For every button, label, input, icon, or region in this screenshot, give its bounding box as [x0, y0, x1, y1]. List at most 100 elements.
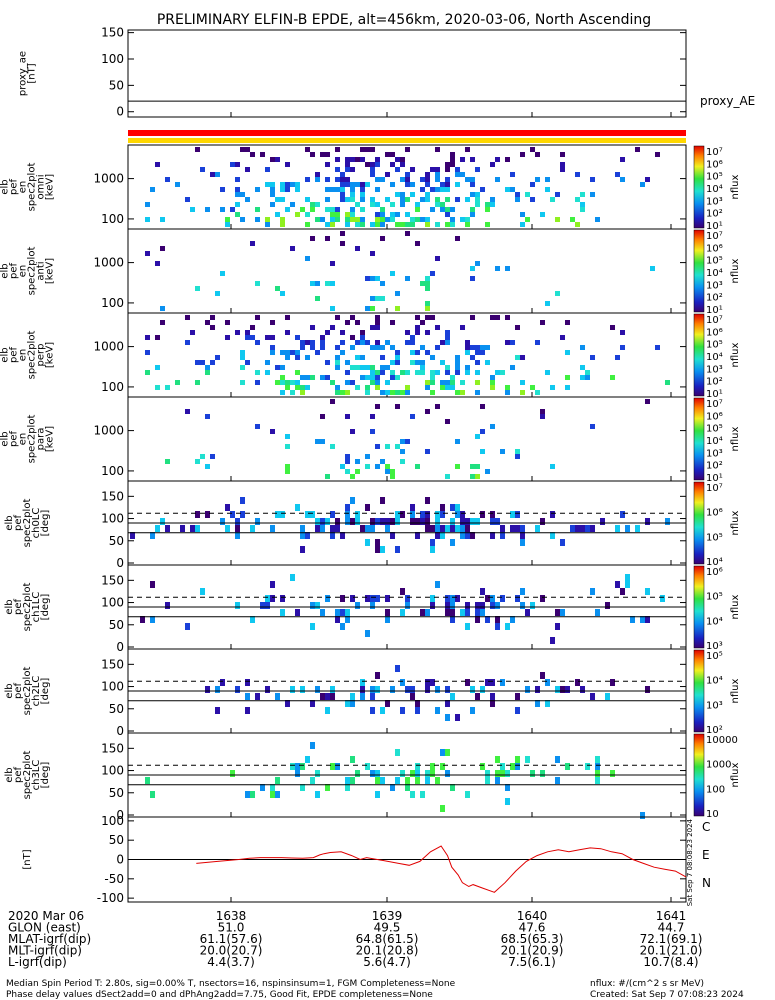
x-row-value: 44.7 — [658, 921, 685, 935]
heatmap-cell — [165, 602, 170, 609]
heatmap-cell — [400, 222, 405, 227]
heatmap-cell — [465, 602, 470, 609]
colorbar-tick: 10³ — [706, 700, 723, 711]
heatmap-cell — [230, 207, 235, 212]
heatmap-cell — [340, 609, 345, 616]
heatmap-cell — [410, 518, 415, 525]
heatmap-cell — [290, 202, 295, 207]
heatmap-cell — [335, 212, 340, 217]
heatmap-cell — [500, 595, 505, 602]
heatmap-cell — [335, 518, 340, 525]
heatmap-cell — [365, 385, 370, 390]
heatmap-cell — [520, 532, 525, 539]
heatmap-cell — [395, 777, 400, 784]
colorbar-tick: 10⁵ — [706, 424, 723, 435]
heatmap-cell — [565, 763, 570, 770]
heatmap-cell — [425, 525, 430, 532]
heatmap-cell — [445, 749, 450, 756]
heatmap-cell — [485, 207, 490, 212]
heatmap-cell — [510, 187, 515, 192]
y-axis-label: en — [18, 349, 29, 362]
heatmap-cell — [445, 419, 450, 424]
heatmap-cell — [395, 518, 400, 525]
heatmap-cell — [215, 707, 220, 714]
heatmap-cell — [255, 424, 260, 429]
heatmap-cell — [535, 700, 540, 707]
heatmap-cell — [395, 192, 400, 197]
heatmap-cell — [450, 595, 455, 602]
heatmap-cell — [515, 192, 520, 197]
heatmap-cell — [385, 525, 390, 532]
figure-title: PRELIMINARY ELFIN-B EPDE, alt=456km, 202… — [157, 12, 651, 28]
heatmap-cell — [370, 414, 375, 419]
heatmap-cell — [165, 459, 170, 464]
heatmap-cell — [465, 345, 470, 350]
heatmap-cell — [240, 147, 245, 152]
heatmap-cell — [350, 365, 355, 370]
heatmap-cell — [285, 434, 290, 439]
heatmap-cell — [375, 325, 380, 330]
heatmap-cell — [525, 756, 530, 763]
heatmap-cell — [330, 693, 335, 700]
y-axis-label: spec2plot — [22, 751, 33, 800]
heatmap-cell — [345, 609, 350, 616]
heatmap-cell — [645, 588, 650, 595]
heatmap-cell — [275, 511, 280, 518]
heatmap-cell — [415, 370, 420, 375]
heatmap-cell — [340, 241, 345, 246]
heatmap-cell — [530, 385, 535, 390]
heatmap-cell — [410, 222, 415, 227]
y-axis-label: pef — [9, 431, 20, 448]
heatmap-cell — [355, 602, 360, 609]
heatmap-cell — [295, 609, 300, 616]
heatmap-cell — [515, 197, 520, 202]
heatmap-cell — [500, 525, 505, 532]
heatmap-cell — [275, 197, 280, 202]
heatmap-cell — [310, 345, 315, 350]
heatmap-cell — [345, 177, 350, 182]
heatmap-cell — [250, 325, 255, 330]
heatmap-cell — [360, 679, 365, 686]
heatmap-cell — [410, 414, 415, 419]
heatmap-cell — [475, 197, 480, 202]
heatmap-cell — [445, 335, 450, 340]
heatmap-cell — [455, 439, 460, 444]
heatmap-cell — [350, 380, 355, 385]
heatmap-cell — [185, 340, 190, 345]
heatmap-cell — [485, 595, 490, 602]
heatmap-cell — [335, 385, 340, 390]
heatmap-cell — [215, 355, 220, 360]
heatmap-cell — [435, 581, 440, 588]
y-tick-label: 50 — [109, 78, 124, 92]
heatmap-cell — [505, 157, 510, 162]
heatmap-cell — [520, 380, 525, 385]
heatmap-cell — [265, 595, 270, 602]
heatmap-cell — [415, 464, 420, 469]
heatmap-cell — [470, 192, 475, 197]
heatmap-cell — [440, 202, 445, 207]
heatmap-cell — [335, 157, 340, 162]
heatmap-cell — [495, 370, 500, 375]
heatmap-cell — [405, 439, 410, 444]
heatmap-cell — [220, 207, 225, 212]
heatmap-cell — [375, 177, 380, 182]
heatmap-cell — [435, 197, 440, 202]
heatmap-cell — [450, 162, 455, 167]
heatmap-cell — [640, 812, 645, 819]
component-label-N: N — [702, 876, 711, 890]
y-tick-label: 0 — [116, 105, 124, 119]
heatmap-cell — [380, 212, 385, 217]
heatmap-cell — [325, 236, 330, 241]
heatmap-cell — [350, 192, 355, 197]
heatmap-cell — [415, 763, 420, 770]
heatmap-cell — [380, 345, 385, 350]
heatmap-cell — [225, 222, 230, 227]
heatmap-cell — [310, 152, 315, 157]
heatmap-cell — [430, 271, 435, 276]
colorbar-tick: 10⁴ — [706, 184, 723, 195]
heatmap-cell — [405, 390, 410, 395]
heatmap-cell — [470, 182, 475, 187]
heatmap-cell — [355, 340, 360, 345]
heatmap-cell — [420, 187, 425, 192]
heatmap-cell — [250, 525, 255, 532]
